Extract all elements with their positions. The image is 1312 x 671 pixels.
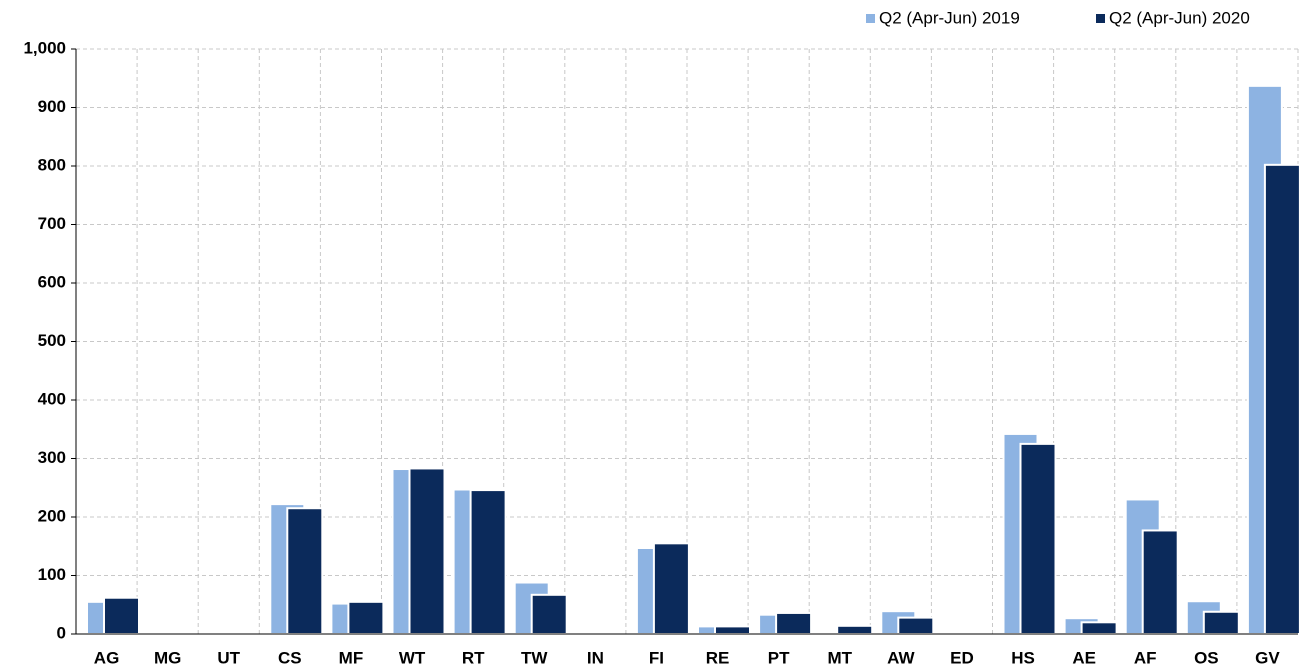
x-tick-label: FI bbox=[649, 648, 664, 667]
y-tick-label: 600 bbox=[38, 272, 66, 291]
y-tick-label: 1,000 bbox=[23, 38, 66, 57]
bar bbox=[530, 593, 568, 635]
x-tick-label: GV bbox=[1255, 648, 1280, 667]
bar bbox=[714, 625, 751, 636]
x-tick-label: MG bbox=[154, 648, 181, 667]
y-tick-label: 500 bbox=[38, 331, 66, 350]
x-tick-label: MF bbox=[339, 648, 364, 667]
x-tick-label: CS bbox=[278, 648, 302, 667]
bar bbox=[286, 507, 324, 636]
bar bbox=[1019, 442, 1057, 635]
y-tick-label: 200 bbox=[38, 506, 66, 525]
y-tick-label: 300 bbox=[38, 448, 66, 467]
x-tick-label: ED bbox=[950, 648, 974, 667]
y-tick-label: 400 bbox=[38, 389, 66, 408]
bar bbox=[103, 596, 140, 635]
bar bbox=[1202, 610, 1240, 636]
x-tick-label: AG bbox=[94, 648, 120, 667]
x-tick-label: OS bbox=[1194, 648, 1219, 667]
x-tick-label: AE bbox=[1072, 648, 1096, 667]
y-tick-label: 800 bbox=[38, 155, 66, 174]
x-tick-label: WT bbox=[399, 648, 426, 667]
legend-label: Q2 (Apr-Jun) 2020 bbox=[1109, 8, 1250, 27]
bar bbox=[836, 624, 874, 635]
x-tick-label: TW bbox=[521, 648, 548, 667]
y-tick-label: 100 bbox=[38, 565, 66, 584]
bar bbox=[408, 467, 446, 635]
bar bbox=[775, 611, 813, 636]
legend-swatch bbox=[1096, 14, 1105, 23]
bar bbox=[347, 600, 385, 636]
x-tick-label: PT bbox=[768, 648, 790, 667]
legend-label: Q2 (Apr-Jun) 2019 bbox=[879, 8, 1020, 27]
bar bbox=[469, 489, 507, 635]
bar bbox=[897, 616, 935, 635]
bar bbox=[652, 542, 690, 636]
bar bbox=[1263, 163, 1301, 636]
y-tick-label: 0 bbox=[57, 623, 66, 642]
x-tick-label: MT bbox=[827, 648, 852, 667]
x-tick-label: RE bbox=[706, 648, 730, 667]
legend-swatch bbox=[866, 14, 875, 23]
x-tick-label: IN bbox=[587, 648, 604, 667]
x-tick-label: AW bbox=[887, 648, 915, 667]
y-tick-label: 900 bbox=[38, 97, 66, 116]
bar bbox=[1141, 529, 1179, 636]
x-tick-label: RT bbox=[462, 648, 485, 667]
x-tick-label: HS bbox=[1011, 648, 1035, 667]
x-tick-label: UT bbox=[217, 648, 240, 667]
y-tick-label: 700 bbox=[38, 214, 66, 233]
x-tick-label: AF bbox=[1134, 648, 1157, 667]
bar bbox=[1080, 621, 1118, 635]
